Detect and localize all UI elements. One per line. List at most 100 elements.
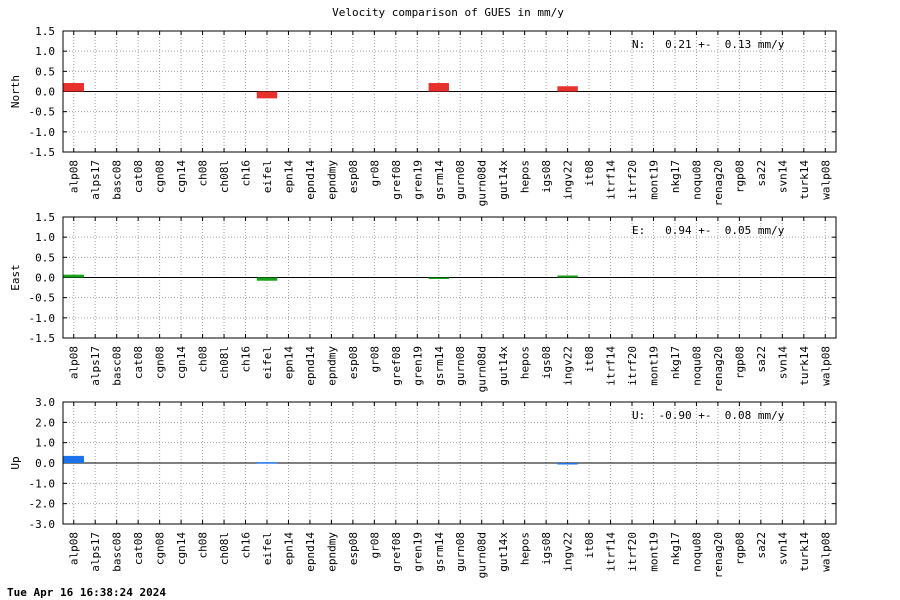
x-tick-label: gurn08d [476,160,489,206]
x-tick-label: epn14 [282,346,295,379]
x-tick-label: rgp08 [733,532,746,565]
x-tick-label: ch08 [197,346,210,373]
x-tick-label: igs08 [540,346,553,379]
x-tick-label: hepos [519,346,532,379]
bar-alp08 [63,83,84,92]
x-tick-label: svn14 [776,346,789,379]
plot-border [62,401,837,525]
panel-east: 1.5 1.0 0.5 0.0 -0.5 -1.0 -1.5 alp08 alps17 basc0… [9,211,837,392]
plot-border [62,30,837,153]
x-tick-label: it08 [583,532,596,559]
stat-annotation: E: 0.94 +- 0.05 mm/y [632,224,785,237]
x-tick-label: svn14 [776,532,789,565]
x-tick-label: alps17 [89,346,102,386]
x-tick-label: noqu08 [690,160,703,200]
x-tick-label: sa22 [755,532,768,559]
x-tick-label: gref08 [390,532,403,572]
x-tick-label: gsrm14 [433,532,446,572]
panel-north: 1.5 1.0 0.5 0.0 -0.5 -1.0 -1.5 alp08 alps17 basc0… [9,25,837,206]
x-tick-label: gurn08 [454,346,467,386]
bar-eifel [256,277,278,281]
x-tick-label: itrf20 [626,346,639,386]
y-tick-label: -3.0 [29,518,56,531]
x-tick-label: alp08 [68,346,81,379]
x-tick-label: it08 [583,160,596,187]
x-tick-label: ingv22 [562,160,575,200]
x-tick-label: epn14 [282,160,295,193]
x-tick-label: noqu08 [690,346,703,386]
x-tick-label: epnd14 [304,532,317,572]
x-tick-label: eifel [261,346,274,379]
y-axis-label: East [9,264,22,291]
x-tick-label: epndmy [325,346,338,386]
x-tick-label: cat08 [132,160,145,193]
x-tick-label: cgn14 [175,346,188,379]
x-tick-label: alp08 [68,532,81,565]
x-tick-label: walp08 [819,346,832,386]
y-axis-label: North [9,75,22,108]
x-tick-label: ch08 [197,160,210,187]
y-tick-label: 1.0 [35,437,55,450]
y-tick-label: 0.0 [35,272,55,285]
x-tick-label: ch16 [240,532,253,559]
x-tick-label: mont19 [647,532,660,572]
plot-border [62,216,837,339]
x-tick-label: cat08 [132,532,145,565]
x-tick-label: nkg17 [669,160,682,193]
x-tick-label: svn14 [776,160,789,193]
x-tick-label: gut14x [497,160,510,200]
bar-gsrm14 [428,83,449,92]
x-tick-label: turk14 [798,160,811,200]
x-tick-label: gren19 [411,160,424,200]
bar-ingv22 [557,463,578,465]
stat-annotation: U: -0.90 +- 0.08 mm/y [632,409,785,422]
x-tick-label: epn14 [282,532,295,565]
x-tick-label: walp08 [819,160,832,200]
x-tick-label: sa22 [755,160,768,187]
x-tick-label: basc08 [111,160,124,200]
x-tick-label: hepos [519,160,532,193]
x-tick-label: cgn14 [175,532,188,565]
x-tick-label: turk14 [798,346,811,386]
bar-eifel [256,462,278,464]
x-tick-label: walp08 [819,532,832,572]
bar-gsrm14 [428,277,449,279]
x-tick-label: gurn08 [454,532,467,572]
bar-ingv22 [557,86,578,92]
x-tick-label: ch08l [218,346,231,379]
x-tick-label: sa22 [755,346,768,373]
y-tick-label: 1.5 [35,211,55,224]
bar-alp08 [63,455,84,463]
x-tick-label: gren19 [411,346,424,386]
x-tick-label: itrf14 [605,346,618,386]
x-tick-label: cgn08 [154,160,167,193]
x-tick-label: gren19 [411,532,424,572]
x-tick-label: nkg17 [669,532,682,565]
x-tick-label: nkg17 [669,346,682,379]
y-tick-label: -1.5 [29,332,56,345]
x-tick-label: renag20 [712,532,725,578]
y-tick-label: -1.0 [29,312,56,325]
x-tick-label: epndmy [325,532,338,572]
bar-ingv22 [557,275,578,278]
y-axis-label: Up [9,456,22,469]
x-tick-label: alp08 [68,160,81,193]
x-tick-label: gut14x [497,346,510,386]
y-tick-label: -1.5 [29,146,56,159]
y-tick-label: 0.0 [35,457,55,470]
bar-eifel [256,91,278,99]
y-tick-label: -2.0 [29,498,56,511]
x-tick-label: mont19 [647,346,660,386]
x-tick-label: ch08l [218,532,231,565]
x-tick-label: esp08 [347,160,360,193]
x-tick-label: mont19 [647,160,660,200]
x-tick-label: ch08l [218,160,231,193]
x-tick-label: it08 [583,346,596,373]
x-tick-label: noqu08 [690,532,703,572]
x-tick-label: turk14 [798,532,811,572]
x-tick-label: igs08 [540,160,553,193]
y-tick-label: 0.0 [35,86,55,99]
x-tick-label: itrf14 [605,532,618,572]
y-tick-label: -0.5 [29,106,56,119]
